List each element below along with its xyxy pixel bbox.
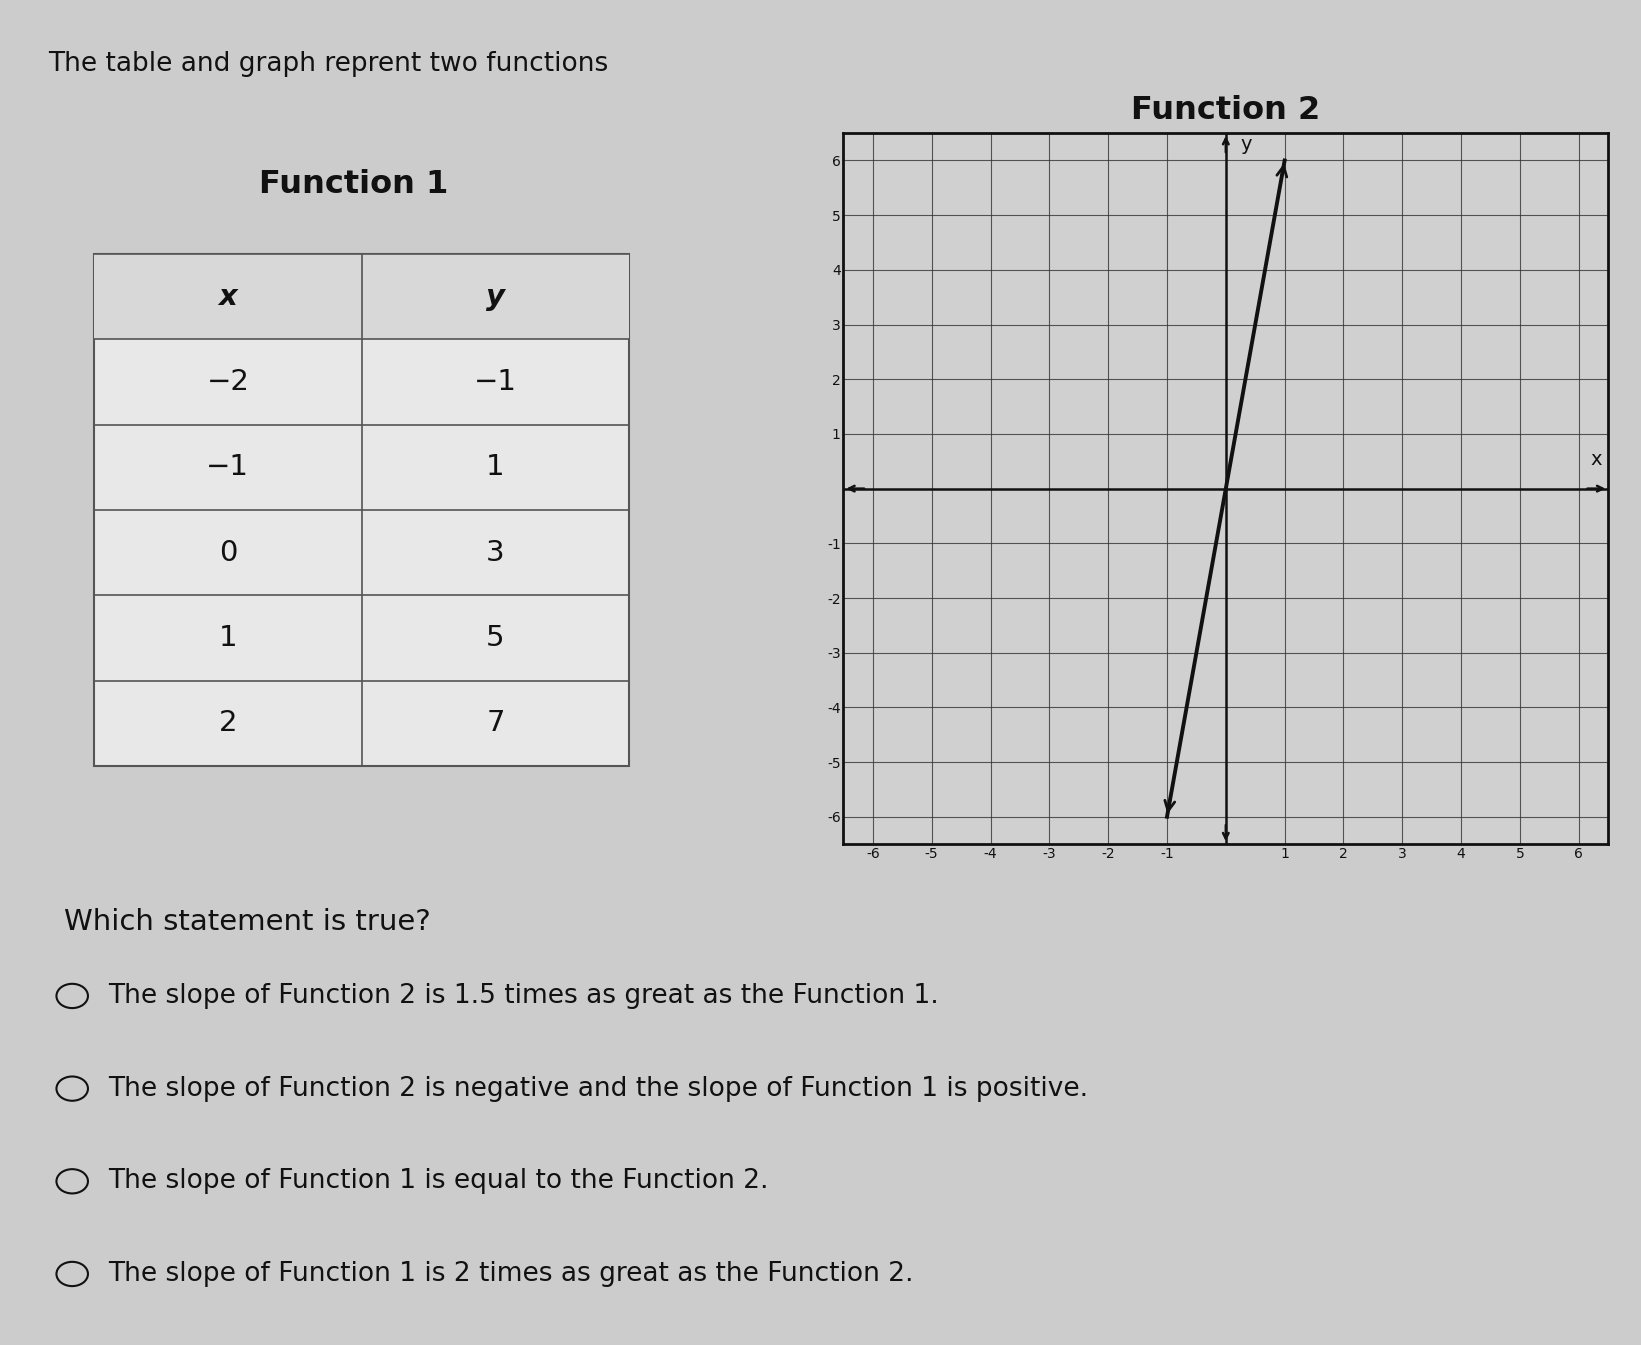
Text: y: y <box>1241 134 1252 153</box>
Bar <box>94 254 629 765</box>
Text: 2: 2 <box>218 709 236 737</box>
Text: The slope of Function 1 is equal to the Function 2.: The slope of Function 1 is equal to the … <box>108 1169 770 1194</box>
Text: 0: 0 <box>218 538 236 566</box>
Text: −1: −1 <box>207 453 249 482</box>
Bar <box>94 254 629 339</box>
Text: The slope of Function 2 is 1.5 times as great as the Function 1.: The slope of Function 2 is 1.5 times as … <box>108 983 939 1009</box>
Text: y: y <box>486 282 505 311</box>
Text: Function 1: Function 1 <box>259 168 448 199</box>
Text: 1: 1 <box>486 453 505 482</box>
Text: 3: 3 <box>486 538 505 566</box>
Text: Which statement is true?: Which statement is true? <box>64 908 432 936</box>
Text: x: x <box>218 282 238 311</box>
Text: −2: −2 <box>207 369 249 395</box>
Text: −1: −1 <box>474 369 517 395</box>
Text: 1: 1 <box>218 624 238 652</box>
Text: x: x <box>1590 451 1602 469</box>
Text: The slope of Function 2 is negative and the slope of Function 1 is positive.: The slope of Function 2 is negative and … <box>108 1076 1088 1102</box>
Title: Function 2: Function 2 <box>1131 95 1321 126</box>
Text: 5: 5 <box>486 624 505 652</box>
Text: The slope of Function 1 is 2 times as great as the Function 2.: The slope of Function 1 is 2 times as gr… <box>108 1262 914 1287</box>
Text: The table and graph reprent two functions: The table and graph reprent two function… <box>49 51 609 77</box>
Text: 7: 7 <box>486 709 505 737</box>
